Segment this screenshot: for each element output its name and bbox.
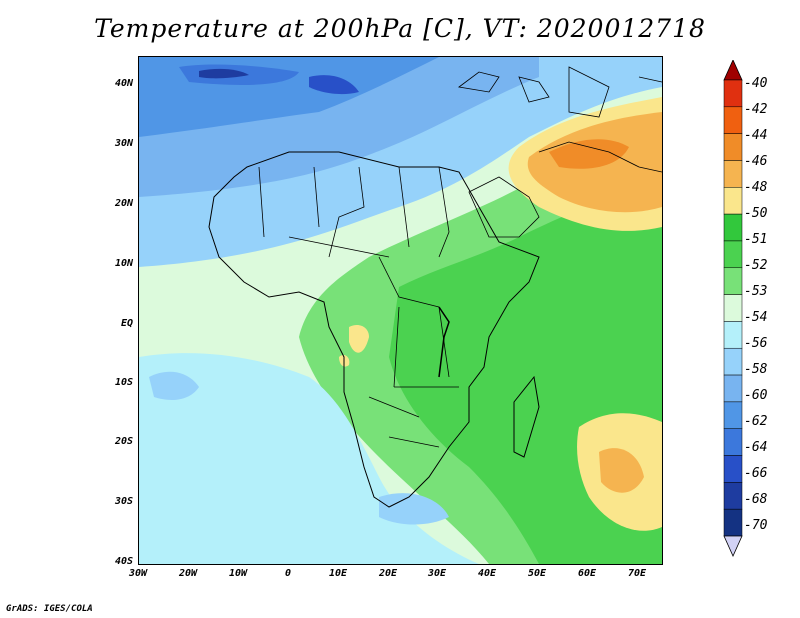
legend-label-4: -46 (744, 154, 768, 169)
legend-swatch (723, 213, 743, 242)
legend-swatch (723, 508, 743, 537)
legend-swatches (723, 79, 743, 537)
lat-label-eq: EQ (120, 318, 133, 329)
legend-label-8: -52 (744, 258, 768, 273)
lat-label-10n: 10N (114, 258, 133, 269)
legend-label-15: -64 (744, 440, 768, 455)
legend-label-11: -56 (744, 336, 768, 351)
lat-label-20s: 20S (114, 436, 133, 447)
legend-bottom-arrow (723, 535, 743, 557)
legend-swatch (723, 133, 743, 161)
lon-label-60e: 60E (577, 568, 597, 579)
lon-label-20e: 20E (378, 568, 398, 579)
lat-label-20n: 20N (114, 198, 133, 209)
legend-swatch (723, 240, 743, 269)
legend-swatch (723, 482, 743, 510)
legend-swatch (723, 267, 743, 295)
lat-label-40s: 40S (114, 556, 133, 567)
credit-text: GrADS: IGES/COLA (6, 604, 93, 614)
legend-swatch (723, 347, 743, 376)
lon-label-70e: 70E (627, 568, 647, 579)
lon-label-0: 0 (284, 568, 292, 579)
legend-swatch (723, 79, 743, 108)
legend-label-10: -54 (744, 310, 768, 325)
legend-label-14: -62 (744, 414, 768, 429)
map-title: Temperature at 200hPa [C], VT: 202001271… (94, 14, 706, 43)
legend-label-5: -48 (744, 180, 768, 195)
lat-label-40n: 40N (114, 78, 133, 89)
lat-label-10s: 10S (114, 377, 133, 388)
lon-label-10w: 10W (228, 568, 248, 579)
legend-label-18: -70 (744, 518, 768, 533)
legend-label-9: -53 (744, 284, 768, 299)
legend-swatch (723, 106, 743, 134)
lat-label-30s: 30S (114, 496, 133, 507)
legend-label-16: -66 (744, 466, 768, 481)
lon-label-40e: 40E (477, 568, 497, 579)
lon-label-30e: 30E (427, 568, 447, 579)
lat-label-30n: 30N (114, 138, 133, 149)
legend-swatch (723, 428, 743, 456)
legend-swatch (723, 294, 743, 322)
lon-label-30w: 30W (128, 568, 148, 579)
lon-label-50e: 50E (527, 568, 547, 579)
legend-top-arrow (723, 60, 743, 81)
legend-label-6: -50 (744, 206, 768, 221)
legend-swatch (723, 455, 743, 483)
legend-label-1: -40 (744, 76, 768, 91)
temperature-field (139, 57, 662, 564)
temperature-map (138, 56, 663, 565)
legend-swatch (723, 160, 743, 188)
lon-label-20w: 20W (178, 568, 198, 579)
color-legend-bar (723, 60, 743, 557)
legend-swatch (723, 187, 743, 215)
legend-label-3: -44 (744, 128, 768, 143)
legend-swatch (723, 374, 743, 403)
legend-label-7: -51 (744, 232, 768, 247)
legend-label-13: -60 (744, 388, 768, 403)
legend-label-2: -42 (744, 102, 768, 117)
lon-label-10e: 10E (328, 568, 348, 579)
legend-label-12: -58 (744, 362, 768, 377)
legend-swatch (723, 401, 743, 429)
legend-label-17: -68 (744, 492, 768, 507)
legend-swatch (723, 321, 743, 349)
